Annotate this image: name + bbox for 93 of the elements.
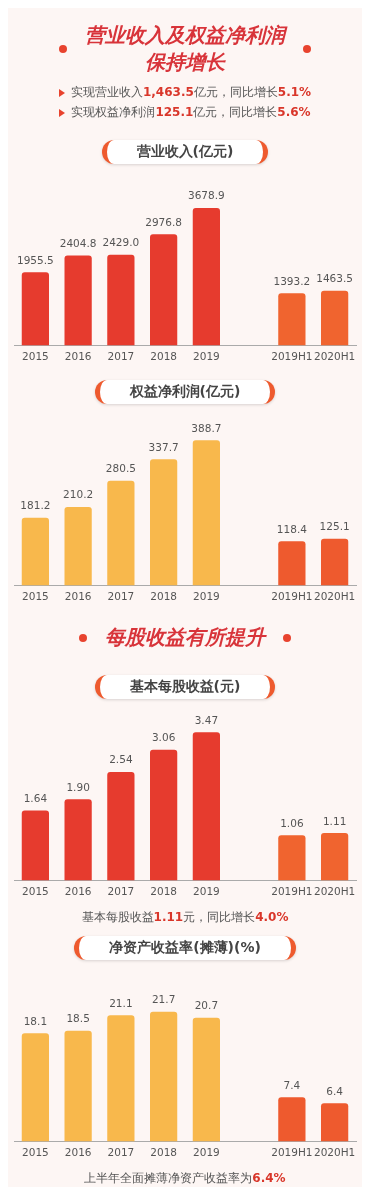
data-label: 6.4: [326, 1084, 344, 1097]
data-label: 3.47: [194, 713, 219, 726]
data-label: 118.4: [276, 522, 308, 535]
data-label: 21.7: [151, 993, 176, 1006]
bar: [192, 440, 220, 586]
bar: [107, 480, 135, 586]
x-tick-label: 2018: [150, 1146, 177, 1159]
x-tick-label: 2017: [107, 1146, 135, 1159]
data-label: 2976.8: [145, 215, 182, 228]
x-tick-label: 2015: [22, 350, 49, 363]
x-tick-label: 2018: [150, 590, 177, 603]
data-label: 2404.8: [59, 237, 97, 250]
bar: [107, 771, 135, 881]
text: 基本每股收益1.11元，同比增长4.0%: [81, 910, 289, 924]
bar: [321, 290, 349, 346]
bar: [150, 1011, 178, 1142]
x-tick-label: 2019: [193, 350, 220, 363]
bar: [150, 749, 178, 881]
x-tick-label: 2015: [22, 590, 49, 603]
x-tick-label: 2016: [64, 350, 92, 363]
bar: [21, 810, 49, 881]
data-label: 1955.5: [17, 253, 54, 266]
data-label: 20.7: [194, 999, 219, 1012]
bar: [192, 732, 220, 881]
bar: [192, 1017, 220, 1142]
text: 实现权益净利润125.1亿元，同比增长5.6%: [71, 105, 311, 119]
chart-title: 基本每股收益(元): [94, 675, 276, 699]
x-tick-label: 2020H1: [313, 350, 356, 363]
bar: [64, 1030, 92, 1142]
bar: [64, 506, 92, 586]
bar: [321, 1103, 349, 1142]
bar: [150, 234, 178, 346]
x-tick-label: 2019: [193, 1146, 220, 1159]
bar: [278, 541, 306, 586]
text: 每股收益有所提升: [105, 624, 265, 651]
bar: [150, 459, 178, 586]
x-tick-label: 2019H1: [271, 590, 313, 603]
x-tick-label: 2020H1: [313, 590, 356, 603]
chart-title: 营业收入(亿元): [101, 140, 269, 164]
x-tick-label: 2019H1: [271, 885, 313, 898]
data-label: 210.2: [63, 488, 94, 501]
bar: [192, 207, 220, 346]
x-tick-label: 2015: [22, 885, 49, 898]
data-label: 2429.0: [102, 236, 140, 249]
data-label: 125.1: [319, 520, 350, 533]
data-label: 181.2: [20, 499, 51, 512]
data-label: 1.11: [322, 814, 347, 827]
bar: [107, 1015, 135, 1142]
data-label: 337.7: [148, 440, 179, 453]
bar: [107, 254, 135, 346]
data-label: 1.90: [66, 780, 90, 793]
bar: [21, 517, 49, 586]
x-tick-label: 2020H1: [313, 885, 356, 898]
bar: [321, 833, 349, 881]
data-label: 1463.5: [316, 272, 353, 285]
data-label: 2.54: [109, 753, 133, 766]
text: 实现营业收入1,463.5亿元，同比增长5.1%: [70, 85, 312, 99]
x-tick-label: 2016: [64, 885, 92, 898]
data-label: 1.06: [280, 816, 304, 829]
data-label: 7.4: [283, 1078, 301, 1091]
x-tick-label: 2016: [64, 590, 92, 603]
data-label: 280.5: [105, 462, 136, 475]
data-label: 3678.9: [188, 189, 225, 202]
bar: [321, 538, 349, 586]
x-tick-label: 2019H1: [271, 350, 313, 363]
data-label: 3.06: [151, 731, 176, 744]
x-tick-label: 2018: [150, 350, 177, 363]
x-tick-label: 2017: [107, 885, 135, 898]
data-label: 1393.2: [273, 274, 311, 287]
x-tick-label: 2017: [107, 350, 135, 363]
x-tick-label: 2020H1: [313, 1146, 356, 1159]
bar: [64, 799, 92, 881]
x-tick-label: 2019: [193, 590, 220, 603]
data-label: 1.64: [23, 791, 48, 804]
x-tick-label: 2015: [22, 1146, 49, 1159]
bar: [278, 293, 306, 346]
x-tick-label: 2017: [107, 590, 135, 603]
chart-title: 权益净利润(亿元): [94, 380, 276, 404]
text: 上半年全面摊薄净资产收益率为6.4%: [84, 1171, 286, 1185]
data-label: 388.7: [191, 421, 222, 434]
bar: [21, 272, 49, 346]
bar: [21, 1033, 49, 1142]
bar: [278, 835, 306, 881]
x-tick-label: 2016: [64, 1146, 92, 1159]
bar: [278, 1097, 306, 1142]
chart-title: 净资产收益率(摊薄)(%): [74, 936, 296, 960]
data-label: 18.5: [66, 1012, 90, 1025]
x-tick-label: 2019: [193, 885, 220, 898]
bar: [64, 255, 92, 346]
x-tick-label: 2018: [150, 885, 177, 898]
x-tick-label: 2019H1: [271, 1146, 313, 1159]
data-label: 21.1: [109, 996, 133, 1009]
data-label: 18.1: [23, 1014, 48, 1027]
